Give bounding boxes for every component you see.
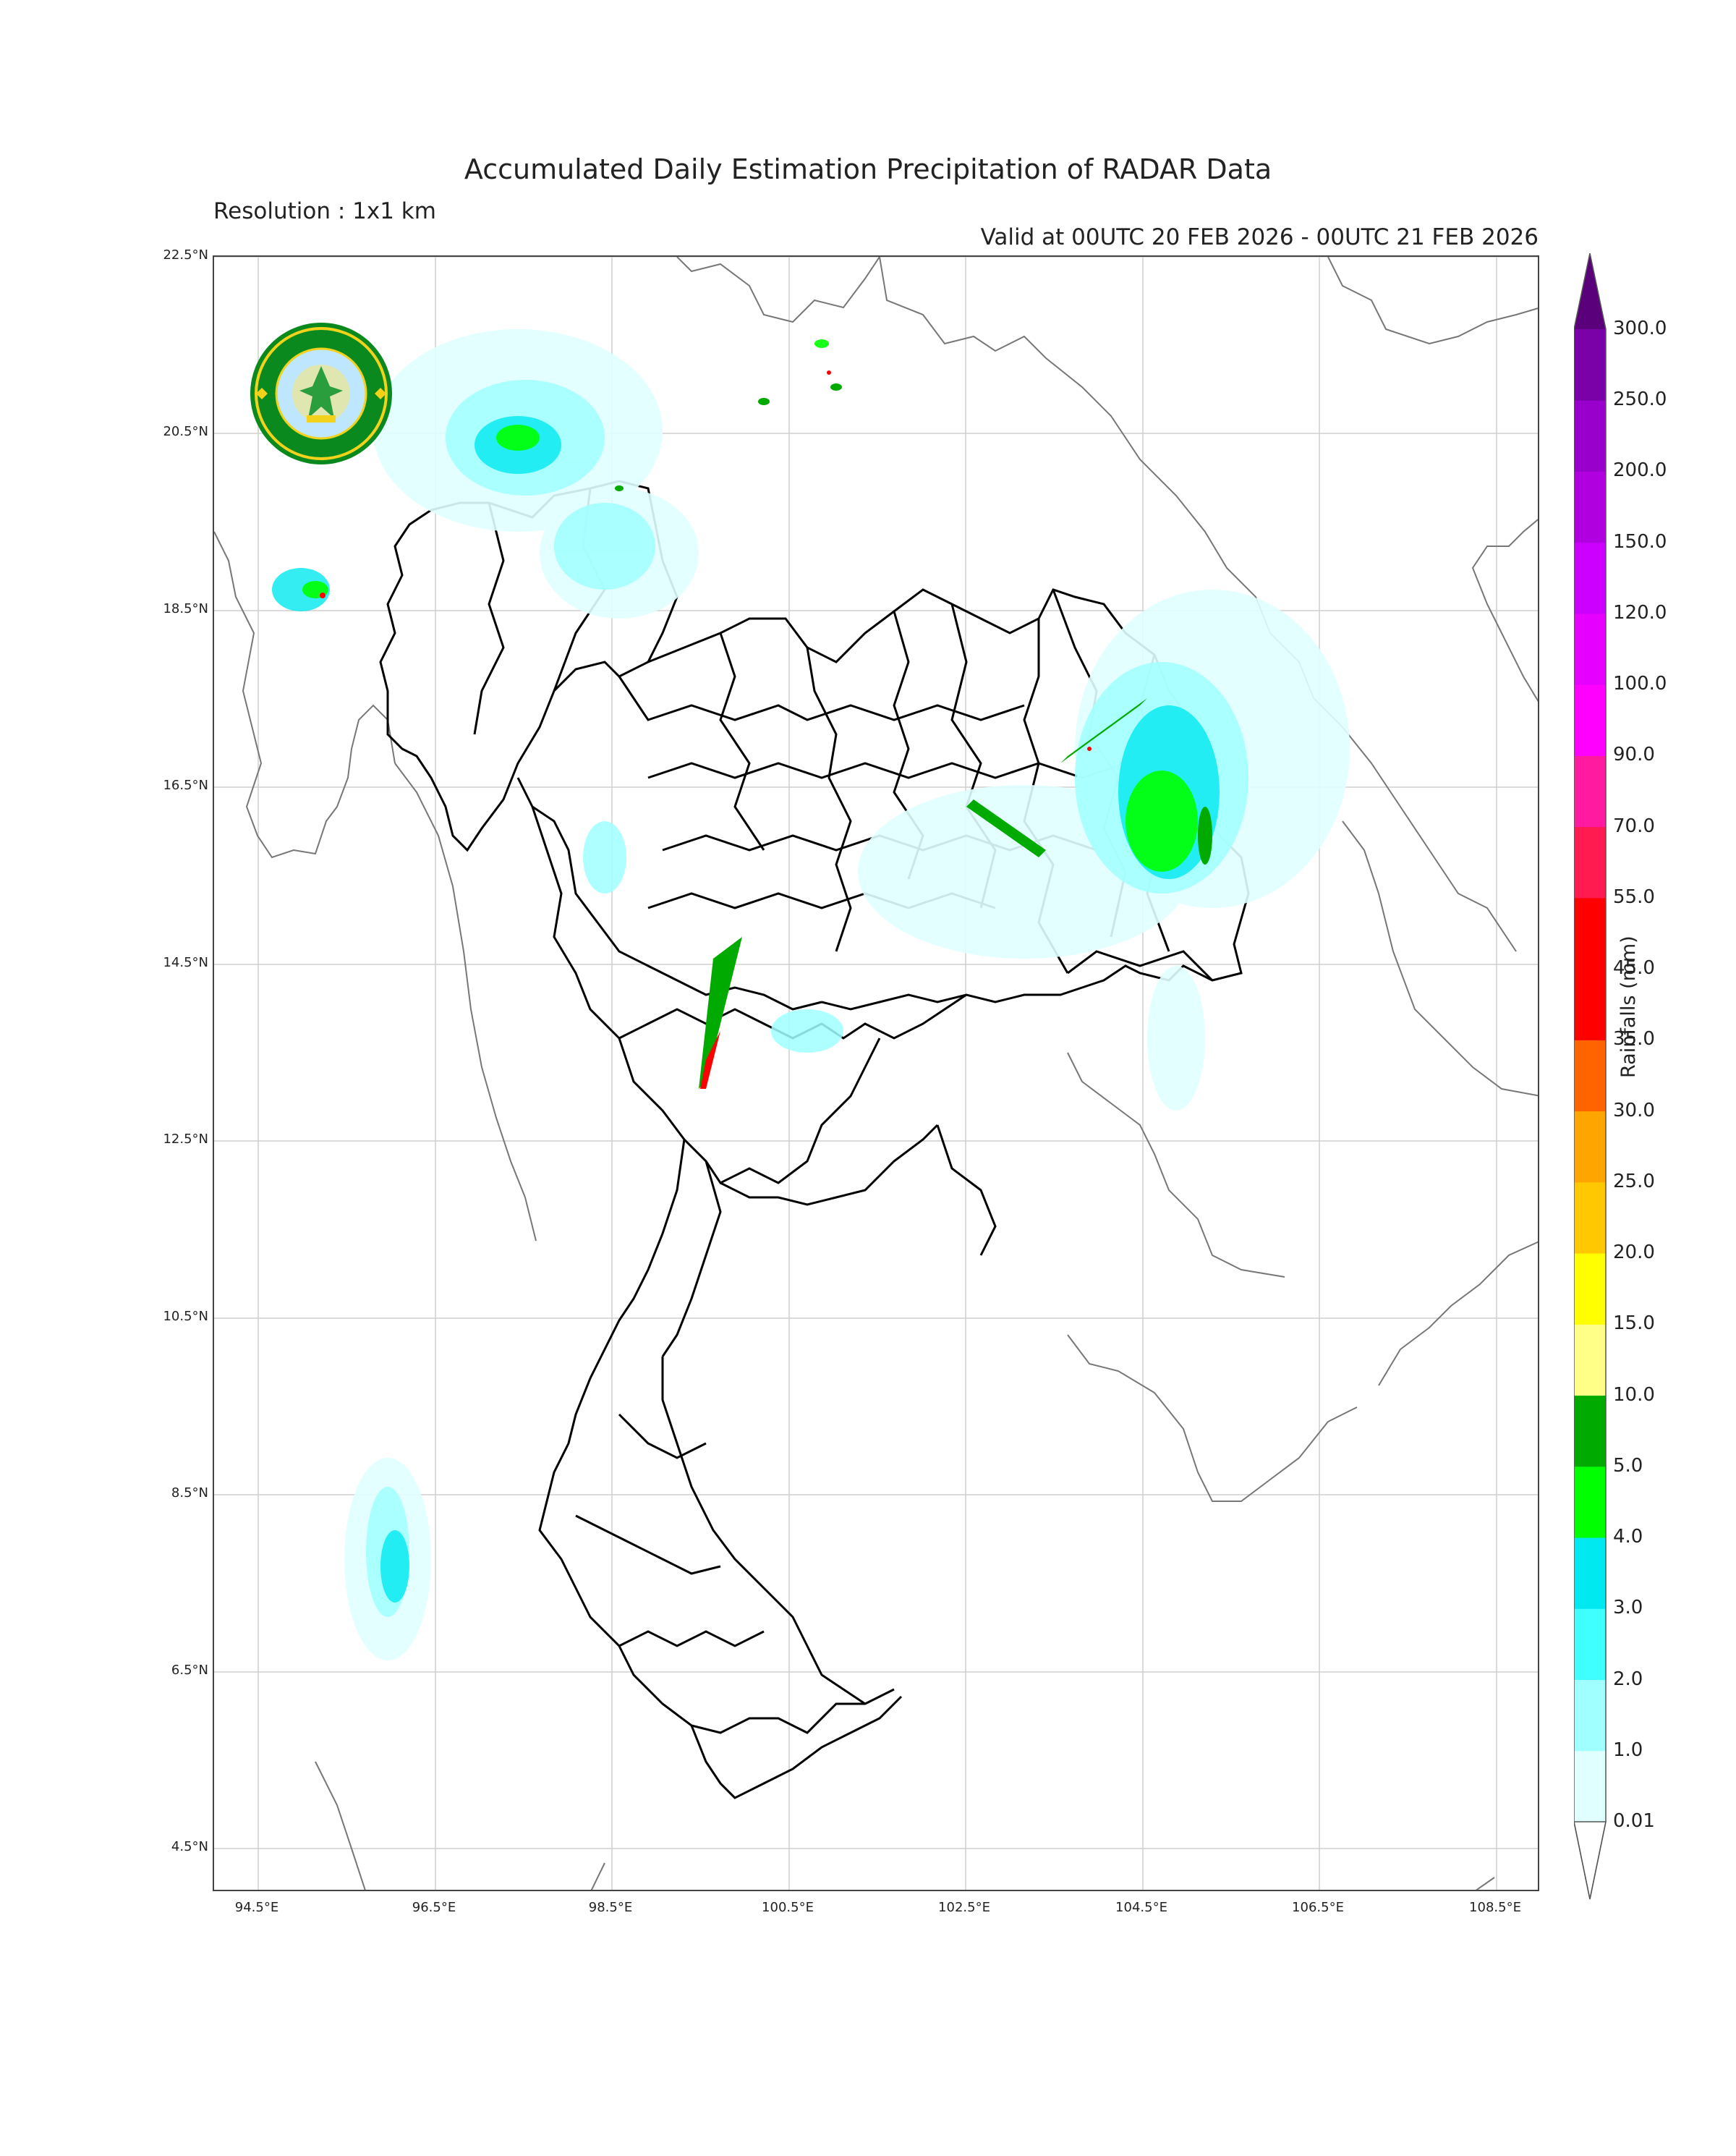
lon-tick: 104.5°E <box>1115 1900 1167 1915</box>
colorbar-tick-label: 1.0 <box>1613 1739 1643 1761</box>
lon-tick: 102.5°E <box>938 1900 990 1915</box>
colorbar-tick-label: 200.0 <box>1613 459 1667 482</box>
colorbar-tick-label: 35.0 <box>1613 1028 1655 1051</box>
colorbar-tick-label: 5.0 <box>1613 1454 1643 1477</box>
colorbar-segment <box>1574 1750 1606 1822</box>
colorbar-tick-label: 15.0 <box>1613 1312 1655 1335</box>
resolution-label: Resolution : 1x1 km <box>213 198 436 224</box>
colorbar-tick-label: 20.0 <box>1613 1242 1655 1264</box>
lat-tick: 4.5°N <box>171 1839 208 1854</box>
colorbar-title: Rainfalls (mm) <box>1617 935 1640 1078</box>
colorbar-segment <box>1574 684 1606 756</box>
colorbar-segment <box>1574 1608 1606 1681</box>
colorbar-segment <box>1574 1181 1606 1254</box>
lat-tick: 14.5°N <box>163 955 208 970</box>
lat-tick: 22.5°N <box>163 247 208 263</box>
regional-coastlines <box>214 257 1538 1890</box>
colorbar-segment <box>1574 542 1606 614</box>
colorbar-segment <box>1574 471 1606 543</box>
colorbar-segment <box>1574 329 1606 401</box>
lon-tick: 100.5°E <box>762 1900 814 1915</box>
lat-tick: 12.5°N <box>163 1132 208 1147</box>
colorbar-tick-label: 250.0 <box>1613 389 1667 411</box>
lon-tick: 108.5°E <box>1469 1900 1521 1915</box>
colorbar-tick-label: 3.0 <box>1613 1597 1643 1619</box>
lat-tick: 18.5°N <box>163 601 208 616</box>
map-canvas <box>214 257 1538 1890</box>
chart-title: Accumulated Daily Estimation Precipitati… <box>464 153 1272 185</box>
lat-tick: 10.5°N <box>163 1309 208 1324</box>
lat-tick: 6.5°N <box>171 1663 208 1678</box>
lon-tick: 96.5°E <box>412 1900 456 1915</box>
colorbar-tick-label: 25.0 <box>1613 1170 1655 1192</box>
colorbar-segment <box>1574 1324 1606 1396</box>
lat-tick: 8.5°N <box>171 1485 208 1501</box>
colorbar-segment <box>1574 969 1606 1040</box>
colorbar-segment <box>1574 1111 1606 1183</box>
colorbar-extend-min <box>1573 1821 1607 1900</box>
colorbar-segment <box>1574 1395 1606 1467</box>
colorbar-segment <box>1574 826 1606 899</box>
colorbar-outline <box>1573 252 1607 1900</box>
colorbar-tick-label: 4.0 <box>1613 1526 1643 1548</box>
colorbar-tick-label: 10.0 <box>1613 1383 1655 1406</box>
gridlines <box>214 257 1538 1890</box>
colorbar-segment <box>1574 1537 1606 1609</box>
colorbar-segment <box>1574 400 1606 472</box>
colorbar-tick-label: 45.0 <box>1613 957 1655 980</box>
colorbar-segment <box>1574 897 1606 969</box>
colorbar-svg <box>1573 252 1607 1900</box>
lon-tick: 98.5°E <box>588 1900 633 1915</box>
colorbar-tick-label: 120.0 <box>1613 601 1667 624</box>
colorbar <box>1573 252 1617 1906</box>
colorbar-segment <box>1574 1679 1606 1752</box>
colorbar-tick-label: 30.0 <box>1613 1099 1655 1121</box>
colorbar-tick-label: 300.0 <box>1613 318 1667 339</box>
colorbar-tick-label: 90.0 <box>1613 744 1655 766</box>
map-panel <box>213 255 1539 1891</box>
colorbar-segment <box>1574 1253 1606 1325</box>
colorbar-segment <box>1574 1466 1606 1538</box>
colorbar-tick-label: 100.0 <box>1613 673 1667 695</box>
lat-tick: 20.5°N <box>163 424 208 439</box>
lon-tick: 94.5°E <box>234 1900 279 1915</box>
colorbar-tick-label: 150.0 <box>1613 530 1667 553</box>
lon-tick: 106.5°E <box>1292 1900 1344 1915</box>
colorbar-tick-label: 55.0 <box>1613 886 1655 908</box>
colorbar-segment <box>1574 1040 1606 1112</box>
radar-precipitation <box>272 329 1350 1660</box>
colorbar-tick-label: 2.0 <box>1613 1668 1643 1690</box>
colorbar-segment <box>1574 755 1606 828</box>
colorbar-tick-label: 70.0 <box>1613 815 1655 837</box>
valid-time-label: Valid at 00UTC 20 FEB 2026 - 00UTC 21 FE… <box>980 224 1539 250</box>
colorbar-segment <box>1574 613 1606 685</box>
lat-tick: 16.5°N <box>163 778 208 793</box>
tmd-logo <box>249 321 393 466</box>
colorbar-tick-label: 0.01 <box>1613 1810 1655 1832</box>
colorbar-extend-max <box>1574 253 1606 329</box>
